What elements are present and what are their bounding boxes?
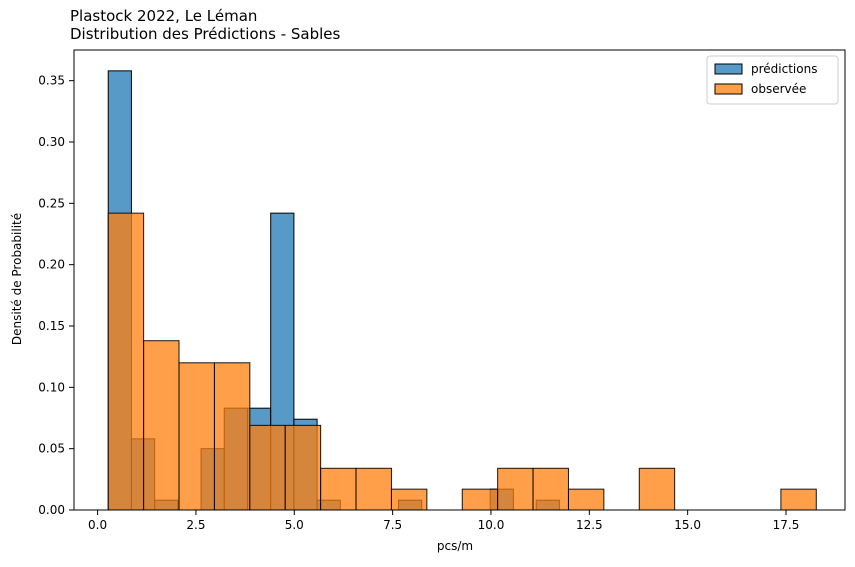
y-tick-label: 0.30	[38, 135, 65, 149]
y-tick-label: 0.25	[38, 196, 65, 210]
x-tick-label: 10.0	[478, 518, 505, 532]
y-tick-label: 0.10	[38, 380, 65, 394]
x-tick-label: 12.5	[576, 518, 603, 532]
axes-layer: 0.0 2.5 5.0 7.5 10.0 12.5 15.0 17.5 0.00 0.05 0.10…	[38, 49, 846, 532]
series-2-bar-14	[638, 467, 676, 511]
chart-title: Plastock 2022, Le Léman	[70, 7, 257, 25]
x-tick-label: 7.5	[383, 518, 402, 532]
x-tick-label: 15.0	[674, 518, 701, 532]
series-2-bar-3	[178, 362, 215, 511]
series-2-bar-13	[567, 488, 605, 511]
legend-swatch-1	[714, 63, 743, 75]
y-tick-label: 0.35	[38, 74, 65, 88]
series-2-bar-7	[320, 467, 357, 511]
series-2-bar-15	[780, 488, 817, 511]
series-2-bar-11	[497, 467, 534, 511]
series-2-bar-5	[249, 424, 286, 511]
series-2-bar-12	[532, 467, 569, 511]
series-2-bar-8	[355, 467, 392, 511]
x-tick-label: 17.5	[773, 518, 800, 532]
series-2-bar-9	[390, 488, 428, 511]
legend-label-1: prédictions	[751, 62, 817, 76]
x-axis-label: pcs/m	[437, 539, 473, 553]
chart-subtitle: Distribution des Prédictions - Sables	[70, 25, 341, 43]
x-tick-label: 0.0	[88, 518, 107, 532]
legend-swatch-2	[714, 83, 743, 95]
series-2-bars	[107, 212, 817, 511]
y-axis-label: Densité de Probabilité	[10, 213, 24, 345]
legend-label-2: observée	[751, 82, 806, 96]
x-tick-label: 2.5	[186, 518, 205, 532]
series-2-bar-10	[461, 488, 499, 511]
y-tick-label: 0.20	[38, 258, 65, 272]
legend: prédictions observée	[706, 55, 839, 105]
x-tick-label: 5.0	[285, 518, 304, 532]
series-2-bar-2	[143, 340, 180, 511]
series-2-bar-4	[213, 362, 251, 511]
y-tick-label: 0.05	[38, 442, 65, 456]
series-2-bar-6	[284, 424, 322, 511]
y-tick-label: 0.15	[38, 319, 65, 333]
plot-frame	[73, 49, 846, 511]
bars-layer	[107, 70, 817, 511]
series-2-bar-1	[107, 212, 145, 511]
y-tick-label: 0.00	[38, 503, 65, 517]
